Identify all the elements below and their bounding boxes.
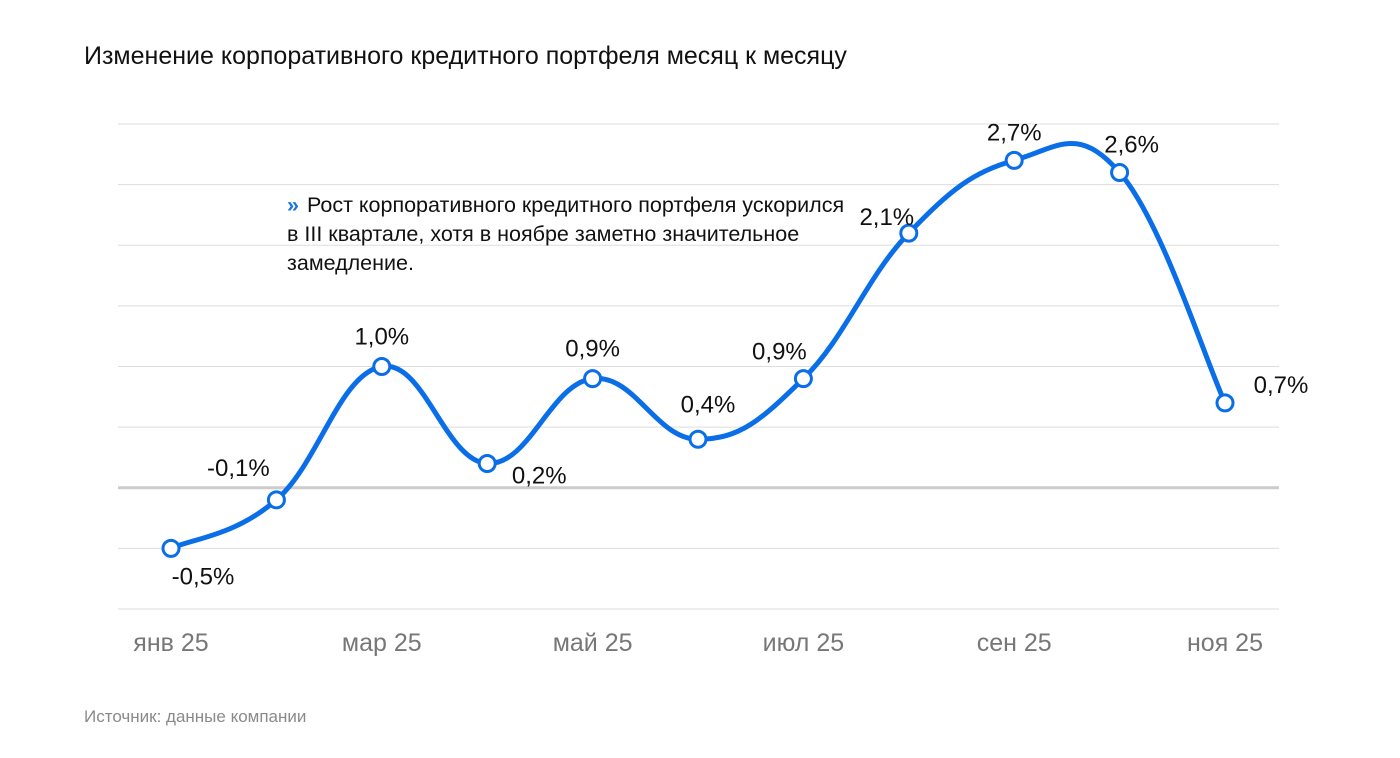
data-label: 0,4% (681, 391, 736, 418)
annotation-text: Рост корпоративного кредитного портфеля … (287, 193, 845, 275)
data-point (266, 490, 286, 510)
data-point (161, 538, 181, 558)
x-tick-label: июл 25 (763, 629, 845, 657)
data-label: 2,6% (1104, 132, 1159, 159)
data-point (793, 369, 813, 389)
x-tick-label: сен 25 (977, 629, 1052, 657)
data-point (1110, 163, 1130, 182)
data-label: -0,1% (207, 455, 270, 482)
x-tick-label: янв 25 (133, 629, 208, 657)
data-point (583, 369, 603, 389)
data-label: 0,7% (1254, 372, 1309, 399)
data-label: 0,9% (752, 339, 807, 366)
x-tick-label: ноя 25 (1187, 629, 1263, 657)
chevron-right-icon: » (287, 193, 299, 217)
source-note: Источник: данные компании (84, 707, 307, 726)
annotation: » Рост корпоративного кредитного портфеля… (287, 191, 847, 278)
data-point (688, 429, 708, 449)
data-label: 2,7% (987, 119, 1042, 146)
data-label: 2,1% (859, 204, 914, 231)
x-tick-label: мар 25 (342, 629, 422, 657)
data-label: 0,2% (512, 463, 567, 490)
data-label: 1,0% (354, 324, 409, 351)
data-point (372, 357, 392, 376)
data-point (1004, 150, 1024, 170)
data-point (1215, 393, 1235, 413)
x-tick-label: май 25 (553, 629, 633, 657)
data-label: -0,5% (172, 563, 235, 590)
chart-title: Изменение корпоративного кредитного порт… (84, 42, 847, 70)
data-point (899, 223, 919, 243)
data-label: 0,9% (565, 336, 620, 363)
data-point (477, 454, 497, 473)
